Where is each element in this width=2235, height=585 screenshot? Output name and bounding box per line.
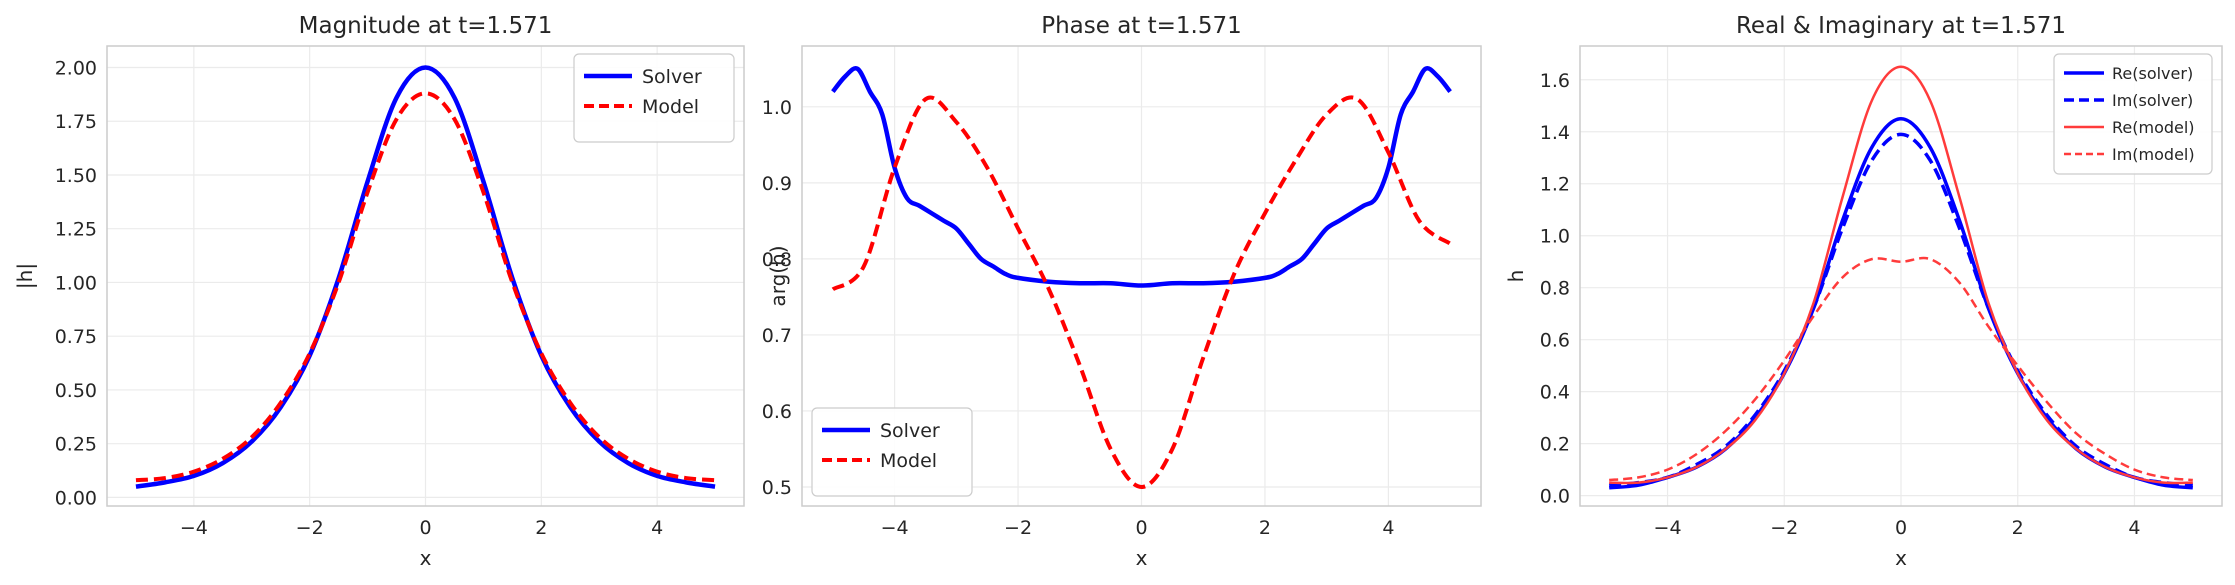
x-tick-label: 4	[1382, 517, 1394, 539]
y-tick-label: 1.25	[55, 219, 97, 241]
y-tick-label: 0.75	[55, 326, 97, 348]
y-tick-label: 0.00	[55, 487, 97, 509]
y-tick-label: 0.50	[55, 380, 97, 402]
y-tick-label: 0.7	[762, 325, 792, 347]
y-tick-label: 0.8	[762, 249, 792, 271]
y-tick-label: 0.0	[1540, 486, 1570, 508]
x-tick-label: 2	[2012, 517, 2024, 539]
x-tick-label: 2	[1259, 517, 1271, 539]
chart-title: Real & Imaginary at t=1.571	[1736, 13, 2066, 39]
x-tick-label: −4	[881, 517, 909, 539]
legend-label: Im(model)	[2112, 145, 2195, 164]
chart-title: Magnitude at t=1.571	[299, 13, 553, 39]
y-tick-label: 0.9	[762, 173, 792, 195]
y-tick-label: 1.6	[1540, 70, 1570, 92]
series-line-model	[831, 95, 1452, 489]
y-tick-label: 1.4	[1540, 122, 1570, 144]
y-tick-label: 1.0	[762, 97, 792, 119]
legend-label: Solver	[642, 66, 702, 88]
legend: Solver Model	[811, 407, 973, 497]
y-tick-label: 1.00	[55, 272, 97, 294]
y-tick-label: 0.5	[762, 477, 792, 499]
x-tick-label: 4	[651, 517, 663, 539]
axes-frame	[106, 45, 745, 507]
x-tick-label: 2	[535, 517, 547, 539]
y-axis-label: |h|	[13, 263, 37, 289]
legend-label: Model	[642, 96, 699, 118]
axes-frame	[801, 45, 1482, 507]
x-tick-label: −2	[1004, 517, 1032, 539]
legend-label: Re(model)	[2112, 118, 2195, 137]
chart-panel-2: −4 −2 0 2 4 0.5 0.6 0.7 0.8 0.9 1.0 Phase at t=1.57…	[762, 13, 1482, 570]
x-tick-label: 4	[2128, 517, 2140, 539]
series-line-solver	[831, 66, 1452, 288]
y-tick-label: 2.00	[55, 57, 97, 79]
x-tick-label: 0	[1895, 517, 1907, 539]
y-tick-label: 1.2	[1540, 174, 1570, 196]
series-line-im-solver	[1609, 132, 2193, 487]
legend-label: Model	[880, 450, 937, 472]
x-tick-label: −2	[1770, 517, 1798, 539]
legend: Solver Model	[573, 53, 735, 143]
x-tick-label: −4	[180, 517, 208, 539]
series-line-re-model	[1609, 65, 2193, 485]
y-tick-label: 0.6	[1540, 330, 1570, 352]
y-tick-label: 0.8	[1540, 278, 1570, 300]
x-tick-label: −2	[296, 517, 324, 539]
y-tick-label: 0.25	[55, 434, 97, 456]
legend: Re(solver) Im(solver) Re(model) Im(model)	[2053, 53, 2213, 175]
y-tick-label: 1.50	[55, 165, 97, 187]
y-tick-label: 0.6	[762, 401, 792, 423]
legend-box	[2053, 53, 2213, 175]
legend-label: Im(solver)	[2112, 91, 2193, 110]
y-axis-label: arg(h)	[766, 245, 790, 306]
y-axis-label: h	[1504, 270, 1528, 283]
chart-title: Phase at t=1.571	[1041, 13, 1242, 39]
series-line-solver	[135, 65, 716, 489]
chart-panel-1: −4 −2 0 2 4 0.00 0.25 0.50 0.75 1.00 1.25 1.50 1.75 2…	[13, 13, 745, 570]
legend-label: Re(solver)	[2112, 64, 2193, 83]
y-tick-label: 1.0	[1540, 226, 1570, 248]
y-tick-label: 1.75	[55, 111, 97, 133]
axes-frame	[1579, 45, 2223, 507]
y-tick-label: 0.4	[1540, 382, 1570, 404]
chart-panel-3: −4 −2 0 2 4 0.0 0.2 0.4 0.6 0.8 1.0 1.2 1.4 1.6 Real &…	[1504, 13, 2223, 570]
x-tick-label: 0	[419, 517, 431, 539]
series-line-im-model	[1609, 256, 2193, 482]
y-tick-label: 0.2	[1540, 434, 1570, 456]
x-axis-label: x	[1895, 546, 1907, 570]
x-axis-label: x	[420, 546, 432, 570]
legend-label: Solver	[880, 420, 940, 442]
x-axis-label: x	[1136, 546, 1148, 570]
x-tick-label: −4	[1654, 517, 1682, 539]
x-tick-label: 0	[1135, 517, 1147, 539]
